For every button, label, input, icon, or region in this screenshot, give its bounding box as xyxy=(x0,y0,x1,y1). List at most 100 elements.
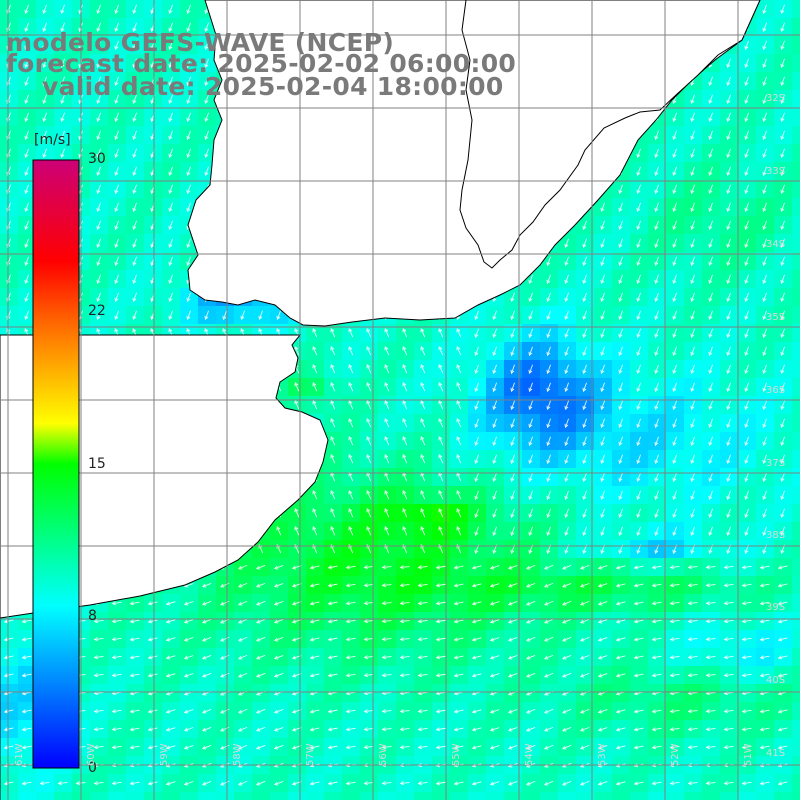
wind-arrow xyxy=(762,274,767,285)
wind-arrow xyxy=(60,40,65,51)
wind-arrow xyxy=(219,600,230,606)
wind-arrow xyxy=(96,274,101,285)
wind-arrow xyxy=(438,363,444,374)
wind-arrow xyxy=(600,346,605,357)
wind-arrow xyxy=(744,490,749,501)
wind-cell xyxy=(792,648,800,667)
wind-arrow xyxy=(276,525,282,536)
wind-arrow xyxy=(615,565,626,570)
wind-arrow xyxy=(564,508,569,519)
wind-arrow xyxy=(726,382,731,393)
wind-arrow xyxy=(600,508,605,519)
lat-label: 34S xyxy=(766,239,786,250)
wind-arrow xyxy=(672,382,677,393)
wind-arrow xyxy=(438,345,444,356)
wind-arrow xyxy=(546,418,551,429)
wind-arrow xyxy=(582,364,587,375)
wind-arrow xyxy=(669,565,680,570)
wind-arrow xyxy=(741,727,752,732)
wind-arrow xyxy=(726,58,731,69)
wind-arrow xyxy=(687,565,698,570)
wind-arrow xyxy=(690,364,695,375)
wind-arrow xyxy=(636,400,641,411)
wind-arrow xyxy=(381,601,392,606)
wind-arrow xyxy=(456,399,462,410)
wind-arrow xyxy=(417,637,428,642)
wind-arrow xyxy=(327,781,338,786)
wind-arrow xyxy=(741,619,752,624)
wind-arrow xyxy=(579,582,590,588)
wind-arrow xyxy=(744,76,749,87)
wind-arrow xyxy=(420,435,426,446)
wind-cell xyxy=(396,792,415,800)
wind-arrow xyxy=(132,184,137,195)
wind-arrow xyxy=(654,220,659,231)
wind-arrow xyxy=(60,130,65,141)
wind-arrow xyxy=(96,256,101,267)
wind-arrow xyxy=(471,637,482,642)
wind-arrow xyxy=(96,112,101,123)
wind-arrow xyxy=(420,381,426,392)
wind-arrow xyxy=(219,708,230,714)
wind-arrow xyxy=(510,418,515,429)
wind-arrow xyxy=(219,672,230,678)
wind-arrow xyxy=(762,328,767,339)
wind-arrow xyxy=(129,781,140,786)
wind-arrow xyxy=(201,582,212,588)
wind-arrow xyxy=(708,400,713,411)
wind-arrow xyxy=(186,256,191,267)
wind-cell xyxy=(792,162,800,181)
wind-cell xyxy=(450,792,469,800)
wind-arrow xyxy=(489,637,500,642)
wind-arrow xyxy=(399,673,410,678)
wind-arrow xyxy=(384,345,390,356)
wind-arrow xyxy=(672,328,677,339)
lat-label: 32S xyxy=(766,93,786,104)
wind-arrow xyxy=(600,382,605,393)
wind-arrow xyxy=(330,489,336,500)
wind-cell xyxy=(558,792,577,800)
wind-arrow xyxy=(564,328,569,339)
wind-cell xyxy=(648,792,667,800)
wind-arrow xyxy=(597,745,608,750)
wind-arrow xyxy=(309,781,320,786)
wind-arrow xyxy=(96,40,101,51)
wind-arrow xyxy=(24,58,29,69)
lat-label: 39S xyxy=(766,602,786,613)
wind-arrow xyxy=(672,256,677,267)
wind-arrow xyxy=(744,130,749,141)
wind-arrow xyxy=(204,310,209,321)
wind-arrow xyxy=(186,22,191,33)
wind-arrow xyxy=(330,507,336,518)
wind-arrow xyxy=(363,565,374,570)
wind-arrow xyxy=(633,745,644,750)
wind-arrow xyxy=(183,619,194,624)
wind-arrow xyxy=(525,708,536,714)
wind-arrow xyxy=(510,346,515,357)
wind-arrow xyxy=(183,673,194,678)
wind-arrow xyxy=(309,565,320,570)
wind-arrow xyxy=(93,781,104,786)
wind-cell xyxy=(504,792,523,800)
wind-arrow xyxy=(744,310,749,321)
wind-arrow xyxy=(366,345,372,356)
wind-arrow xyxy=(165,745,176,750)
wind-arrow xyxy=(114,220,119,231)
wind-arrow xyxy=(165,601,176,606)
wind-arrow xyxy=(237,600,248,606)
wind-arrow xyxy=(168,4,173,15)
wind-arrow xyxy=(381,655,392,660)
wind-arrow xyxy=(165,655,176,660)
wind-arrow xyxy=(168,238,173,249)
wind-arrow xyxy=(744,58,749,69)
wind-cell xyxy=(126,792,145,800)
wind-arrow xyxy=(600,310,605,321)
wind-arrow xyxy=(780,220,785,231)
wind-arrow xyxy=(759,637,770,642)
wind-arrow xyxy=(420,507,426,518)
wind-arrow xyxy=(420,489,426,500)
wind-cell xyxy=(792,576,800,595)
wind-arrow xyxy=(60,148,65,159)
wind-arrow xyxy=(438,399,444,410)
wind-arrow xyxy=(618,436,623,447)
